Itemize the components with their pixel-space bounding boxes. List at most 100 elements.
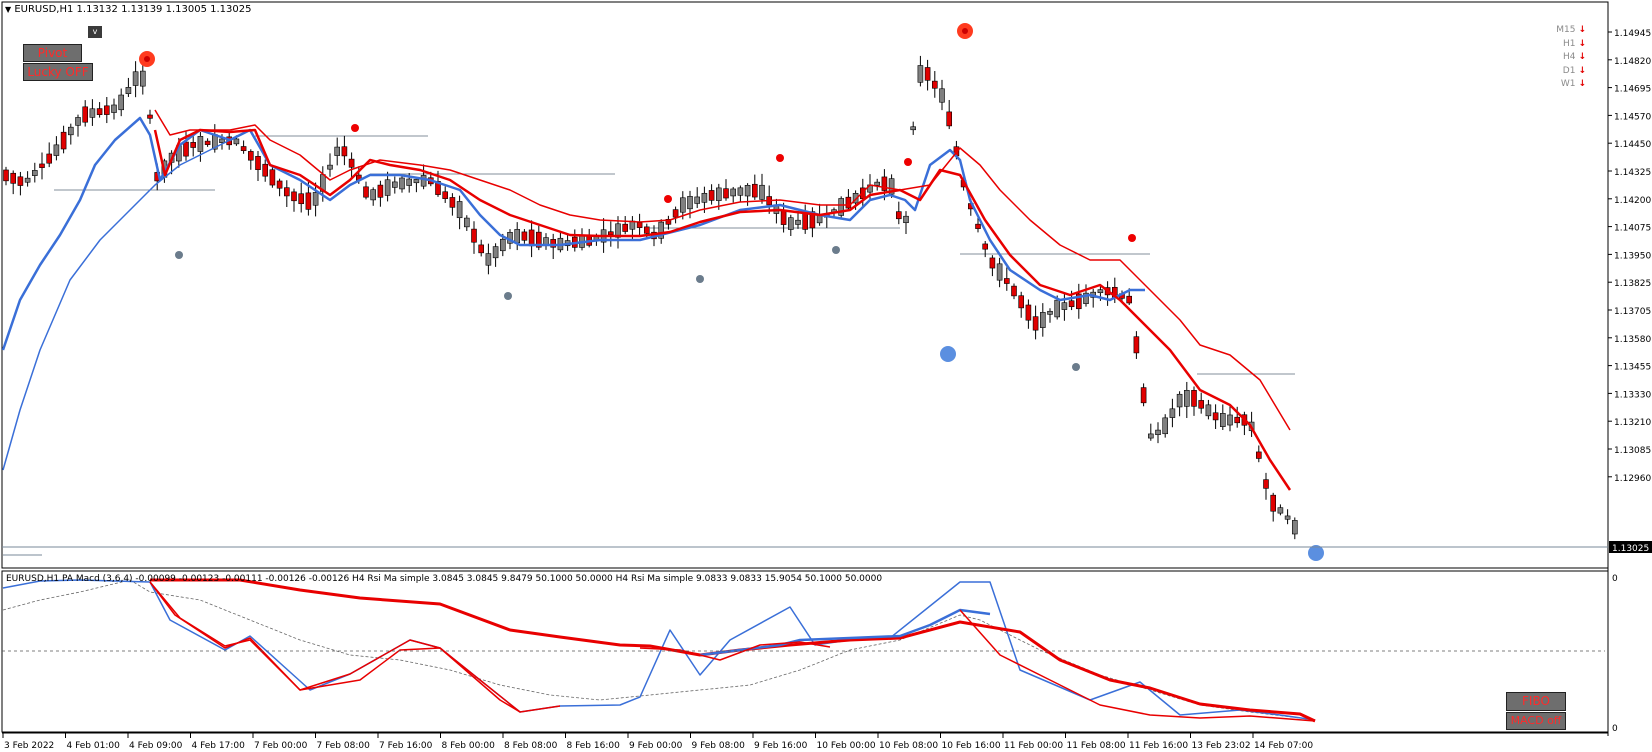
rsi-red-tail [959, 609, 1316, 722]
candle-body [312, 192, 319, 206]
sub-axis-bottom: 0 [1612, 724, 1618, 734]
candle-body [1148, 433, 1154, 439]
moving-averages [1, 109, 1292, 491]
fibo-button[interactable]: FIBO [1506, 692, 1566, 711]
pivot-high-small [351, 124, 359, 132]
pivot-low-large [940, 346, 956, 362]
candle-body [413, 179, 420, 184]
arrow-down-icon: ↓ [1578, 79, 1586, 89]
candle-body [521, 231, 528, 241]
time-tick-label: 7 Feb 16:00 [379, 741, 433, 751]
candle-body [1083, 292, 1089, 304]
candle-body [449, 197, 456, 208]
candle-body [1040, 312, 1046, 328]
candle-body [1133, 336, 1140, 354]
candle-body [463, 217, 470, 228]
candle-body [874, 181, 881, 186]
candle-body [291, 191, 297, 202]
candle-body [492, 246, 499, 259]
price-tick-label: 1.13330 [1614, 390, 1651, 400]
pivot-button[interactable]: Pivot [23, 44, 82, 62]
time-tick-label: 10 Feb 16:00 [942, 741, 1001, 751]
time-tick-label: 4 Feb 09:00 [129, 741, 183, 751]
candle-body [679, 197, 686, 213]
macd-button[interactable]: MACD off [1506, 712, 1566, 730]
time-tick-label: 8 Feb 00:00 [442, 741, 496, 751]
price-tick-label: 1.13825 [1614, 279, 1651, 289]
time-tick-label: 10 Feb 08:00 [879, 741, 938, 751]
candle-body [1212, 412, 1219, 421]
ma-red-thick [153, 128, 1292, 491]
candle-body [269, 169, 276, 186]
pivot-high-small [1128, 234, 1136, 242]
candle-body [420, 175, 427, 187]
candle-body [809, 211, 816, 229]
candle-body [1263, 479, 1269, 489]
candle-body [111, 104, 117, 113]
candle-body [1097, 289, 1104, 294]
candle-body [550, 239, 557, 248]
candle-body [946, 111, 953, 127]
pivot-low-small [832, 246, 840, 254]
candle-body [672, 209, 679, 218]
candle-body [924, 67, 931, 81]
candle-body [931, 80, 938, 89]
candle-body [1047, 310, 1053, 315]
candle-body [384, 179, 391, 196]
candle-body [46, 153, 53, 164]
candle-body [478, 244, 485, 254]
candle-body [406, 178, 413, 186]
candle-body [31, 170, 38, 176]
candle-body [1025, 304, 1032, 321]
candle-body [1126, 295, 1132, 304]
candle-body [1032, 316, 1039, 331]
candle-body [255, 156, 261, 170]
sub-indicator-lines [2, 578, 1316, 723]
candle-body [298, 193, 305, 205]
candle-body [852, 193, 859, 204]
candle-body [744, 185, 751, 197]
candle-body [197, 136, 204, 152]
candle-body [348, 158, 355, 168]
candle-body [125, 87, 132, 94]
collapse-button[interactable]: v [88, 26, 102, 38]
candles [3, 55, 1298, 540]
collapse-triangle-icon[interactable]: ▼ [5, 5, 12, 14]
pivot-low-small [504, 292, 512, 300]
candle-body [1191, 390, 1197, 407]
time-tick-label: 11 Feb 08:00 [1067, 741, 1126, 751]
candle-body [1198, 400, 1204, 409]
lucky-button[interactable]: Lucky OFF [23, 63, 93, 81]
time-tick-label: 9 Feb 08:00 [692, 741, 746, 751]
price-tick-label: 1.14450 [1614, 140, 1651, 150]
arrow-down-icon: ↓ [1578, 38, 1586, 49]
candle-body [39, 163, 45, 168]
candle-body [939, 88, 945, 103]
candle-body [471, 228, 477, 243]
candle-body [1155, 429, 1161, 436]
candle-body [737, 187, 744, 196]
candle-body [708, 190, 715, 201]
timeframe-label: M15 [1556, 25, 1576, 35]
pivot-low-small [1072, 363, 1080, 371]
timeframe-row-m15: M15 ↓ [1526, 25, 1586, 35]
time-tick-label: 13 Feb 23:02 [1192, 741, 1251, 751]
candle-body [622, 223, 629, 232]
candle-body [780, 210, 787, 225]
candle-body [104, 105, 110, 115]
candle-body [485, 253, 492, 266]
pivot-low-large [1308, 545, 1324, 561]
time-tick-label: 9 Feb 00:00 [629, 741, 683, 751]
candle-body [643, 226, 650, 234]
candle-body [219, 138, 225, 143]
candle-body [1234, 416, 1240, 424]
candle-body [694, 196, 701, 204]
candle-body [75, 117, 81, 126]
pivot-low-small [175, 251, 183, 259]
price-axis-ticks: 1.14945 1.14820 1.14695 1.14570 1.14450 1.143… [1608, 29, 1651, 484]
price-tick-label: 1.13210 [1614, 418, 1651, 428]
candle-body [859, 187, 866, 200]
candle-body [17, 176, 24, 186]
price-tick-label: 1.13580 [1614, 335, 1651, 345]
